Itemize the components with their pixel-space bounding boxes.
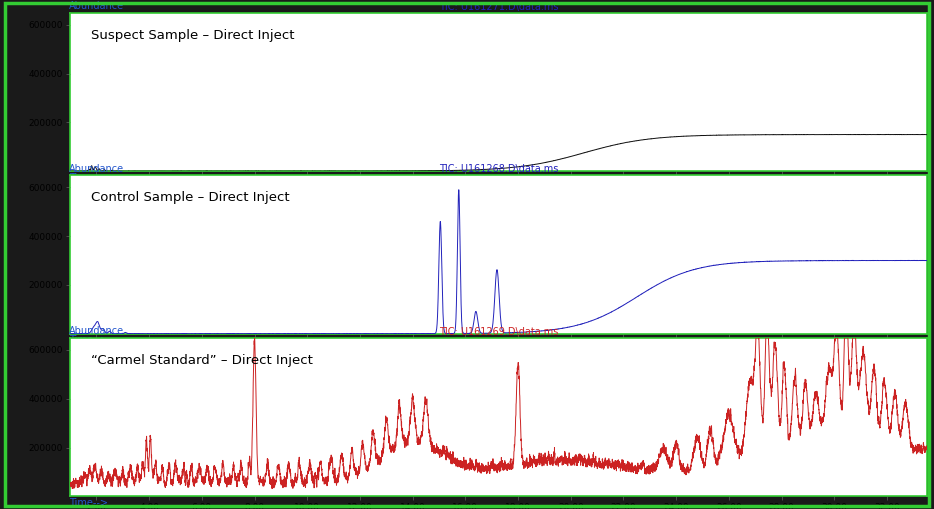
Text: TIC: U161269.D\data.ms: TIC: U161269.D\data.ms	[439, 327, 558, 337]
Text: TIC: U161271.D\data.ms: TIC: U161271.D\data.ms	[439, 2, 558, 12]
Text: TIC: U161268.D\data.ms: TIC: U161268.D\data.ms	[439, 164, 558, 175]
Text: Time-->: Time-->	[69, 173, 108, 183]
Text: Suspect Sample – Direct Inject: Suspect Sample – Direct Inject	[92, 29, 295, 42]
Text: Time-->: Time-->	[69, 335, 108, 345]
Text: Abundance: Abundance	[69, 326, 124, 336]
Text: Abundance: Abundance	[69, 1, 124, 11]
Text: Control Sample – Direct Inject: Control Sample – Direct Inject	[92, 191, 290, 204]
Text: Abundance: Abundance	[69, 164, 124, 174]
Text: “Carmel Standard” – Direct Inject: “Carmel Standard” – Direct Inject	[92, 354, 313, 366]
Text: Time-->: Time-->	[69, 498, 108, 508]
